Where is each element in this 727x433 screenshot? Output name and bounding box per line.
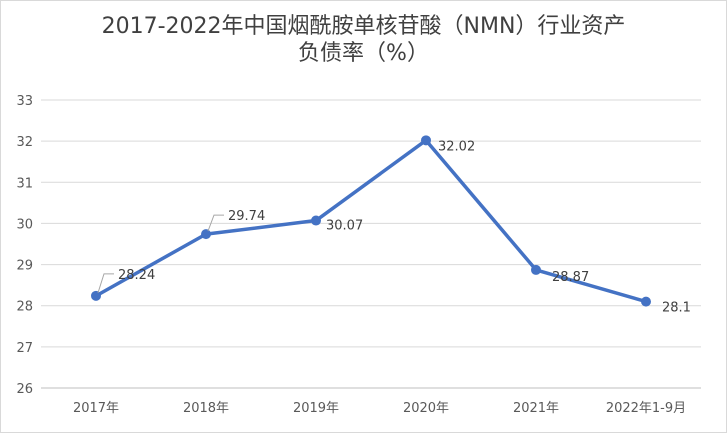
data-label-leader (207, 214, 224, 232)
data-label: 29.74 (228, 209, 265, 224)
y-tick-label: 32 (16, 135, 33, 150)
data-point (641, 296, 651, 307)
x-tick-label: 2022年1-9月 (606, 401, 686, 416)
data-point (421, 135, 431, 146)
chart-title: 2017-2022年中国烟酰胺单核苷酸（NMN）行业资产 负债率（%） (1, 13, 726, 67)
data-label: 32.02 (438, 139, 475, 154)
data-label: 28.87 (552, 270, 589, 285)
data-point (201, 229, 211, 240)
data-point (311, 215, 321, 226)
y-tick-label: 26 (16, 382, 33, 397)
data-label: 30.07 (326, 219, 363, 234)
y-tick-label: 30 (16, 217, 33, 232)
series-line (94, 138, 648, 304)
data-point (91, 290, 101, 301)
x-tick-label: 2017年 (73, 401, 119, 416)
y-tick-label: 31 (16, 176, 33, 191)
y-tick-label: 28 (16, 300, 33, 315)
data-label: 28.1 (662, 301, 691, 316)
x-tick-label: 2019年 (293, 401, 339, 416)
data-label-leader (97, 273, 114, 293)
chart-title-line-2: 负债率（%） (298, 41, 429, 66)
data-point (531, 264, 541, 275)
y-tick-label: 33 (16, 94, 33, 109)
x-tick-label: 2021年 (513, 401, 559, 416)
x-tick-label: 2020年 (403, 401, 449, 416)
y-tick-label: 27 (16, 341, 33, 356)
chart-title-line-1: 2017-2022年中国烟酰胺单核苷酸（NMN）行业资产 (101, 14, 626, 39)
x-tick-label: 2018年 (183, 401, 229, 416)
y-tick-label: 29 (16, 259, 33, 274)
data-label: 28.24 (118, 268, 155, 283)
